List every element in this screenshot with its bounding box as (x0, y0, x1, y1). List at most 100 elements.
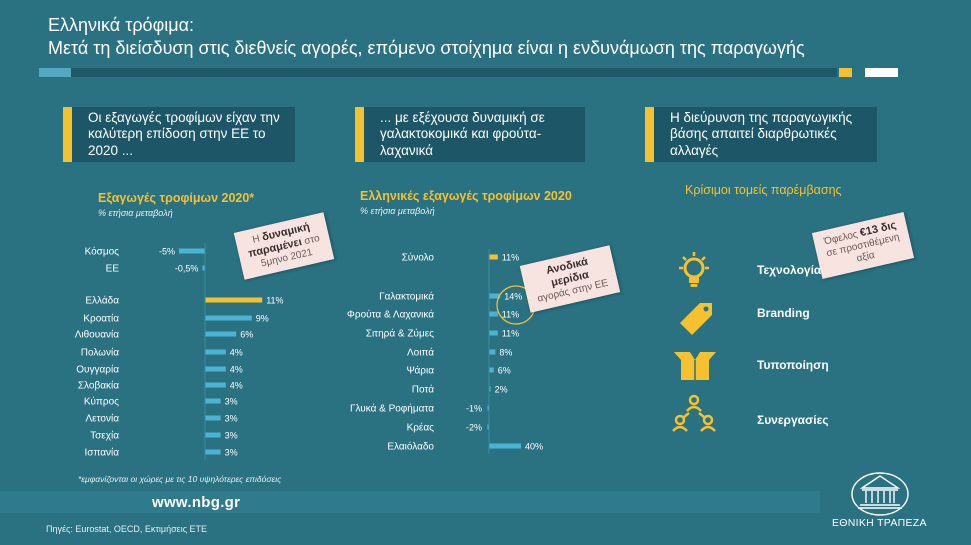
page-subtitle: Μετά τη διείσδυση στις διεθνείς αγορές, … (48, 38, 805, 58)
bank-logo-icon (851, 472, 909, 516)
chart1-value-label: 3% (225, 448, 238, 458)
sector-label-branding: Branding (757, 306, 810, 320)
chart1-value-label: -0,5% (175, 264, 199, 274)
chart1-category-label: Λετονία (85, 413, 119, 425)
chart1-bar (179, 248, 205, 254)
chart1-value-label: 3% (225, 397, 238, 407)
chart2-value-label: 2% (495, 385, 508, 395)
chart2-category-label: Ελαιόλαδο (387, 441, 434, 453)
chart1-subtitle: % ετήσια μεταβολή (98, 208, 173, 218)
chart1-category-label: Πολωνία (81, 347, 119, 359)
panel-text: Η διεύρυνση της παραγωγικής βάσης απαιτε… (670, 109, 853, 158)
chart1-category-label: Ισπανία (85, 447, 120, 459)
sector-label-standardization: Τυποποίηση (757, 358, 829, 372)
panel-accent-bar (645, 107, 654, 162)
chart2-bar (487, 424, 489, 430)
chart2-bar (489, 367, 494, 373)
sector-label-technology: Τεχνολογία (757, 263, 822, 277)
chart2-value-label: -2% (466, 423, 482, 433)
panel-header-production: Η διεύρυνση της παραγωγικής βάσης απαιτε… (645, 107, 877, 162)
chart1-value-label: 11% (266, 296, 283, 306)
chart2-category-label: Ποτά (412, 384, 434, 396)
chart1-bar (202, 265, 205, 271)
chart1-note-pre: Η (251, 233, 261, 246)
box-icon (674, 352, 716, 380)
chart2-bar (489, 330, 498, 336)
chart1-value-label: 4% (230, 348, 243, 358)
chart1-category-label: Λιθουανία (75, 329, 119, 341)
panel-text: ... με εξέχουσα δυναμική σε γαλακτοκομικ… (380, 109, 545, 158)
chart1-bar (205, 349, 226, 355)
chart1-footnote: *εμφανίζονται οι χώρες με τις 10 υψηλότε… (78, 474, 282, 484)
chart1-bar (205, 297, 263, 303)
chart1-bar (205, 415, 221, 421)
chart2-subtitle: % ετήσια μεταβολή (360, 206, 435, 216)
chart2-title: Ελληνικές εξαγωγές τροφίμων 2020 (360, 189, 572, 203)
chart2-value-label: 40% (525, 442, 543, 452)
chart1-value-label: 9% (256, 314, 269, 324)
page-title: Ελληνικά τρόφιμα: (48, 15, 195, 35)
chart1-bar (205, 432, 221, 438)
sector-label-partnerships: Συνεργασίες (757, 413, 829, 427)
header-strip-main (71, 68, 837, 77)
header-strip-yellow (839, 68, 852, 77)
chart1-value-label: -5% (159, 247, 175, 257)
chart2-bar (489, 349, 496, 355)
chart2-bar (489, 443, 521, 449)
chart1-value-label: 3% (225, 431, 238, 441)
lightbulb-icon (679, 252, 709, 287)
panel-accent-bar (355, 107, 364, 162)
chart2-bar (489, 386, 491, 392)
chart1-category-label: Ουγγαρία (76, 364, 119, 376)
chart2-category-label: Ψάρια (407, 365, 435, 377)
sources-text: Πηγές: Eurostat, OECD, Εκτιμήσεις ΕΤΕ (46, 524, 208, 534)
chart2-value-label: -1% (466, 404, 482, 414)
chart2-value-label: 11% (502, 329, 519, 339)
chart1-bar (205, 331, 237, 337)
header-strip-white (865, 68, 898, 77)
chart1-category-label: Σλοβακία (78, 380, 119, 392)
chart2-category-label: Γλυκά & Ροφήματα (350, 403, 434, 415)
chart1-category-label: Κόσμος (85, 246, 120, 258)
header-strip-left (39, 68, 71, 77)
chart2-value-label: 8% (499, 348, 512, 358)
chart1-category-label: Κύπρος (84, 396, 119, 408)
chart2-category-label: Σύνολο (402, 252, 435, 264)
chart2-value-label: 11% (502, 310, 519, 320)
chart2-value-label: 11% (502, 253, 519, 263)
panel-accent-bar (63, 107, 72, 162)
chart1-category-label: Ελλάδα (85, 295, 119, 307)
chart1-value-label: 3% (225, 414, 238, 424)
panel-header-dynamics: ... με εξέχουσα δυναμική σε γαλακτοκομικ… (355, 107, 585, 162)
chart1-title: Εξαγωγές τροφίμων 2020* (98, 191, 255, 205)
network-icon (672, 394, 716, 432)
tag-icon (680, 303, 712, 335)
bank-name: ΕΘΝΙΚΗ ΤΡΑΠΕΖΑ (832, 517, 927, 529)
chart1-category-label: Κροατία (83, 313, 119, 325)
footer-band (0, 491, 820, 513)
chart2-value-label: 6% (498, 366, 511, 376)
website-link[interactable]: www.nbg.gr (152, 494, 241, 511)
chart2-bar (487, 405, 489, 411)
chart1-value-label: 6% (240, 330, 253, 340)
chart2-category-label: Λοιπά (407, 347, 434, 359)
chart1-bar (205, 449, 221, 455)
chart1-bar (205, 382, 226, 388)
chart2-bar (489, 311, 498, 317)
chart2-category-label: Φρούτα & Λαχανικά (347, 309, 434, 321)
panel-text: Οι εξαγωγές τροφίμων είχαν την καλύτερη … (88, 109, 280, 158)
chart2-bar (489, 254, 498, 260)
chart1-value-label: 4% (230, 365, 243, 375)
sectors-title: Κρίσιμοι τομείς παρέμβασης (685, 183, 842, 197)
chart1-category-label: ΕΕ (106, 264, 120, 275)
chart2-category-label: Κρέας (407, 422, 435, 434)
chart1-bar (205, 366, 226, 372)
chart1-value-label: 4% (230, 381, 243, 391)
chart1-bar (205, 315, 252, 321)
panel-header-exports: Οι εξαγωγές τροφίμων είχαν την καλύτερη … (63, 107, 295, 162)
chart2-bar (489, 293, 501, 299)
chart2-category-label: Γαλακτομικά (379, 291, 434, 303)
chart2-category-label: Σιτηρά & Ζύμες (366, 328, 434, 340)
chart1-bar (205, 398, 221, 404)
